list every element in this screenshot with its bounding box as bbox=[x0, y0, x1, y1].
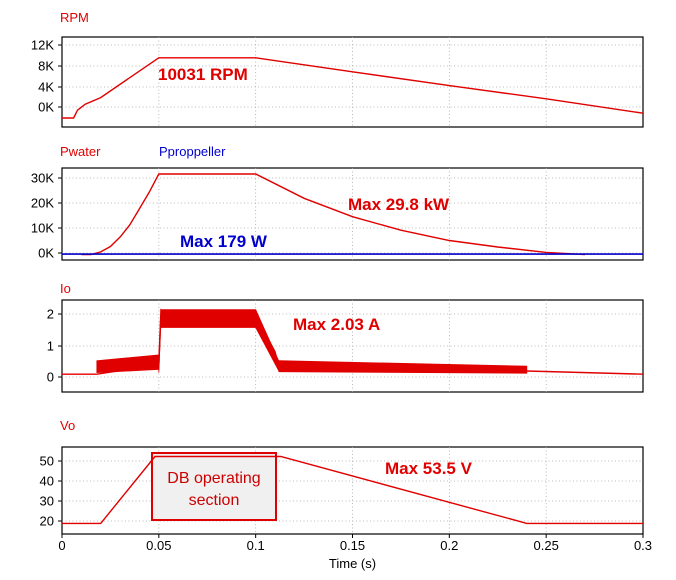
series-label: Pproppeller bbox=[159, 144, 226, 159]
plot-area bbox=[62, 453, 643, 525]
y-tick-label: 30K bbox=[31, 171, 54, 186]
x-tick-label: 0.3 bbox=[634, 538, 652, 553]
x-axis-label: Time (s) bbox=[329, 556, 376, 571]
panel-2: 0K 10K 20K 30K Pwater Pproppeller Max 29.8 kW M… bbox=[31, 144, 644, 261]
plot-area bbox=[62, 57, 643, 119]
y-tick-label: 30 bbox=[40, 494, 54, 509]
series-label: Pwater bbox=[60, 144, 101, 159]
y-tick-label: 2 bbox=[47, 307, 54, 322]
db-section-label-line2: section bbox=[189, 492, 240, 509]
series-label: RPM bbox=[60, 10, 89, 25]
y-tick-label: 50 bbox=[40, 454, 54, 469]
x-tick-label: 0.15 bbox=[340, 538, 365, 553]
x-tick-label: 0.1 bbox=[247, 538, 265, 553]
series-label: Io bbox=[60, 281, 71, 296]
db-section-label-line1: DB operating bbox=[167, 470, 260, 487]
annotation: Max 29.8 kW bbox=[348, 195, 450, 214]
y-tick-label: 20 bbox=[40, 514, 54, 529]
y-tick-label: 40 bbox=[40, 474, 54, 489]
ripple-band-step bbox=[158, 308, 162, 373]
annotation: Max 53.5 V bbox=[385, 459, 473, 478]
x-tick-label: 0.05 bbox=[146, 538, 171, 553]
series-line-Vo bbox=[62, 455, 643, 525]
y-tick-label: 0K bbox=[38, 246, 54, 261]
db-section-box bbox=[151, 452, 277, 521]
panel-1: 0K 4K 8K 12K RPM 10031 RPM bbox=[31, 10, 644, 128]
panel-4: 20 30 40 50 Vo DB operating section Max 53.5 V 0… bbox=[40, 418, 653, 571]
plot-frame bbox=[61, 36, 644, 128]
plot-area bbox=[62, 173, 643, 256]
ripple-band-tail bbox=[278, 360, 528, 374]
x-tick-label: 0.25 bbox=[534, 538, 559, 553]
y-tick-label: 1 bbox=[47, 339, 54, 354]
x-tick-label: 0 bbox=[58, 538, 65, 553]
y-tick-label: 4K bbox=[38, 80, 54, 95]
series-label: Vo bbox=[60, 418, 75, 433]
y-tick-label: 0K bbox=[38, 100, 54, 115]
annotation: Max 2.03 A bbox=[293, 315, 380, 334]
series-line-RPM bbox=[62, 57, 643, 119]
y-tick-label: 8K bbox=[38, 59, 54, 74]
ripple-band-peak bbox=[160, 309, 257, 328]
y-tick-label: 10K bbox=[31, 221, 54, 236]
series-line-Pwater bbox=[81, 173, 585, 256]
y-tick-label: 20K bbox=[31, 196, 54, 211]
plot-area bbox=[62, 308, 643, 375]
panel-3: 0 1 2 Io Max 2.03 A bbox=[47, 281, 644, 393]
db-section-fill bbox=[152, 453, 276, 520]
y-tick-label: 12K bbox=[31, 38, 54, 53]
y-tick-label: 0 bbox=[47, 370, 54, 385]
annotation: 10031 RPM bbox=[158, 65, 248, 84]
annotation: Max 179 W bbox=[180, 232, 268, 251]
x-tick-label: 0.2 bbox=[440, 538, 458, 553]
